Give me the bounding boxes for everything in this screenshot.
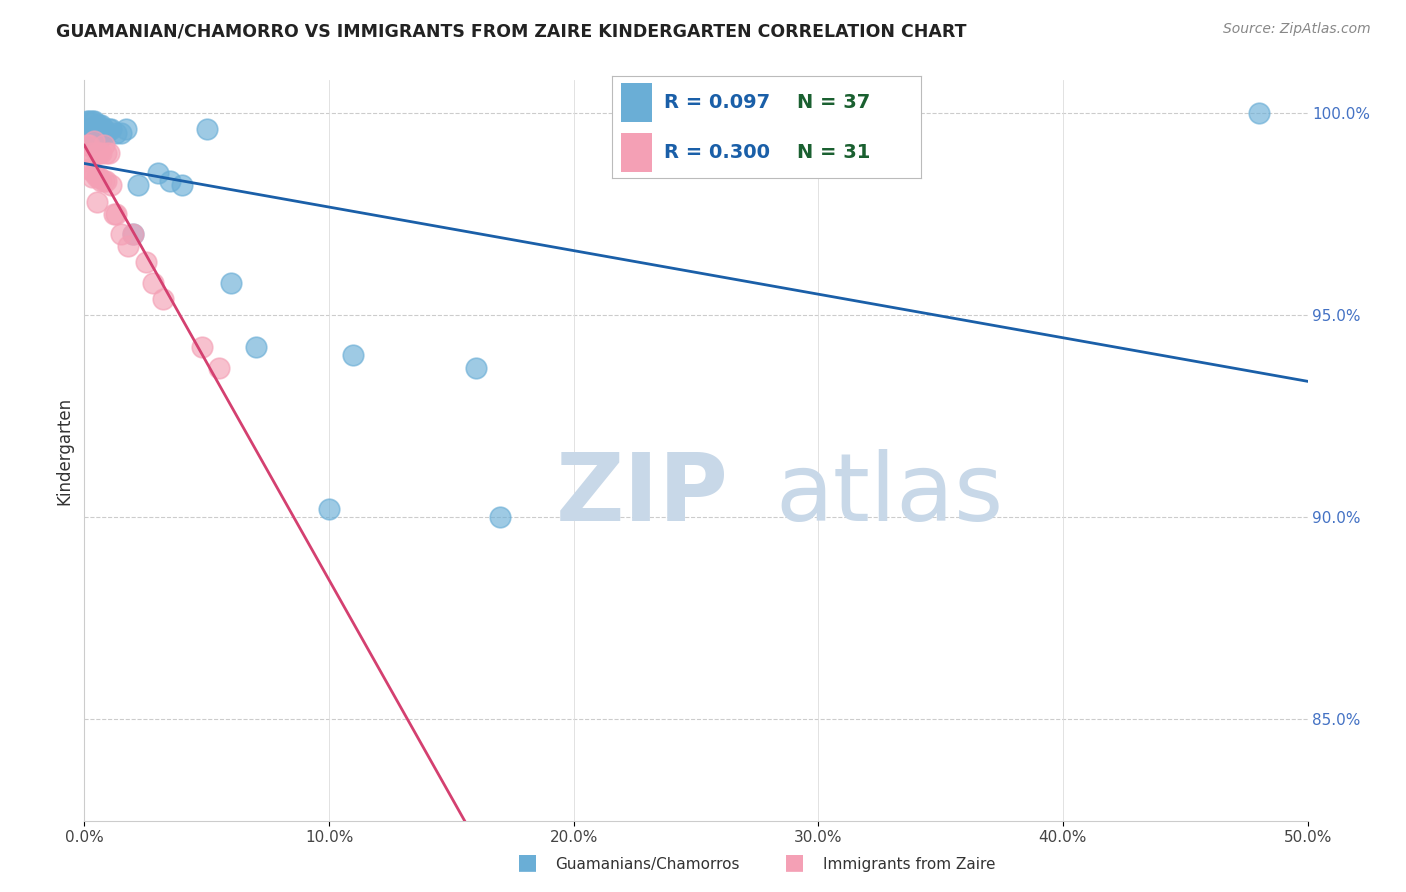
- Text: R = 0.300: R = 0.300: [664, 144, 770, 162]
- Point: [318, 502, 340, 516]
- Point: [93, 121, 115, 136]
- Point: [90, 146, 112, 161]
- Point: [96, 126, 118, 140]
- Point: [142, 276, 165, 290]
- Text: N = 37: N = 37: [797, 93, 870, 112]
- Point: [90, 129, 112, 144]
- Point: [100, 178, 122, 193]
- Point: [103, 207, 125, 221]
- Point: [159, 174, 181, 188]
- Point: [77, 138, 100, 153]
- Point: [87, 146, 110, 161]
- Point: [195, 121, 218, 136]
- Point: [77, 126, 100, 140]
- FancyBboxPatch shape: [621, 133, 652, 172]
- Y-axis label: Kindergarten: Kindergarten: [55, 396, 73, 505]
- Text: ■: ■: [785, 853, 804, 872]
- Point: [80, 129, 103, 144]
- Point: [93, 138, 115, 153]
- Point: [464, 360, 486, 375]
- Point: [77, 113, 100, 128]
- Point: [87, 170, 110, 185]
- Point: [93, 174, 115, 188]
- Point: [76, 121, 98, 136]
- Point: [100, 121, 122, 136]
- Text: Guamanians/Chamorros: Guamanians/Chamorros: [555, 857, 740, 872]
- Point: [86, 129, 108, 144]
- Point: [77, 162, 100, 177]
- Point: [110, 227, 132, 241]
- Text: N = 31: N = 31: [797, 144, 870, 162]
- Point: [110, 126, 132, 140]
- Point: [83, 134, 105, 148]
- Point: [86, 146, 108, 161]
- Point: [1247, 105, 1270, 120]
- Point: [80, 170, 103, 185]
- Point: [219, 276, 242, 290]
- FancyBboxPatch shape: [621, 83, 652, 122]
- Point: [342, 348, 364, 362]
- Text: Source: ZipAtlas.com: Source: ZipAtlas.com: [1223, 22, 1371, 37]
- Point: [146, 166, 169, 180]
- Point: [76, 138, 98, 153]
- Point: [80, 121, 103, 136]
- Point: [90, 118, 112, 132]
- Point: [122, 227, 145, 241]
- Point: [97, 121, 120, 136]
- Point: [127, 178, 149, 193]
- Point: [87, 129, 110, 144]
- Point: [86, 170, 108, 185]
- Text: R = 0.097: R = 0.097: [664, 93, 770, 112]
- Point: [96, 146, 118, 161]
- Point: [97, 146, 120, 161]
- Point: [208, 360, 231, 375]
- Text: Immigrants from Zaire: Immigrants from Zaire: [823, 857, 995, 872]
- Point: [117, 239, 139, 253]
- Text: GUAMANIAN/CHAMORRO VS IMMIGRANTS FROM ZAIRE KINDERGARTEN CORRELATION CHART: GUAMANIAN/CHAMORRO VS IMMIGRANTS FROM ZA…: [56, 22, 967, 40]
- Text: ZIP: ZIP: [555, 449, 728, 541]
- Point: [80, 146, 103, 161]
- Point: [80, 113, 103, 128]
- Point: [83, 134, 105, 148]
- Point: [86, 118, 108, 132]
- Point: [152, 292, 174, 306]
- Point: [87, 118, 110, 132]
- Point: [115, 121, 138, 136]
- Text: ■: ■: [517, 853, 537, 872]
- Point: [83, 166, 105, 180]
- Point: [122, 227, 145, 241]
- Point: [105, 126, 128, 140]
- Point: [76, 154, 98, 169]
- Point: [83, 113, 105, 128]
- Text: atlas: atlas: [776, 449, 1004, 541]
- Point: [172, 178, 194, 193]
- Point: [76, 113, 98, 128]
- Point: [245, 340, 267, 354]
- Point: [90, 174, 112, 188]
- Point: [83, 121, 105, 136]
- Point: [135, 255, 157, 269]
- Point: [96, 174, 118, 188]
- Point: [489, 510, 512, 524]
- Point: [105, 207, 128, 221]
- Point: [191, 340, 214, 354]
- Point: [86, 194, 108, 209]
- Point: [77, 134, 100, 148]
